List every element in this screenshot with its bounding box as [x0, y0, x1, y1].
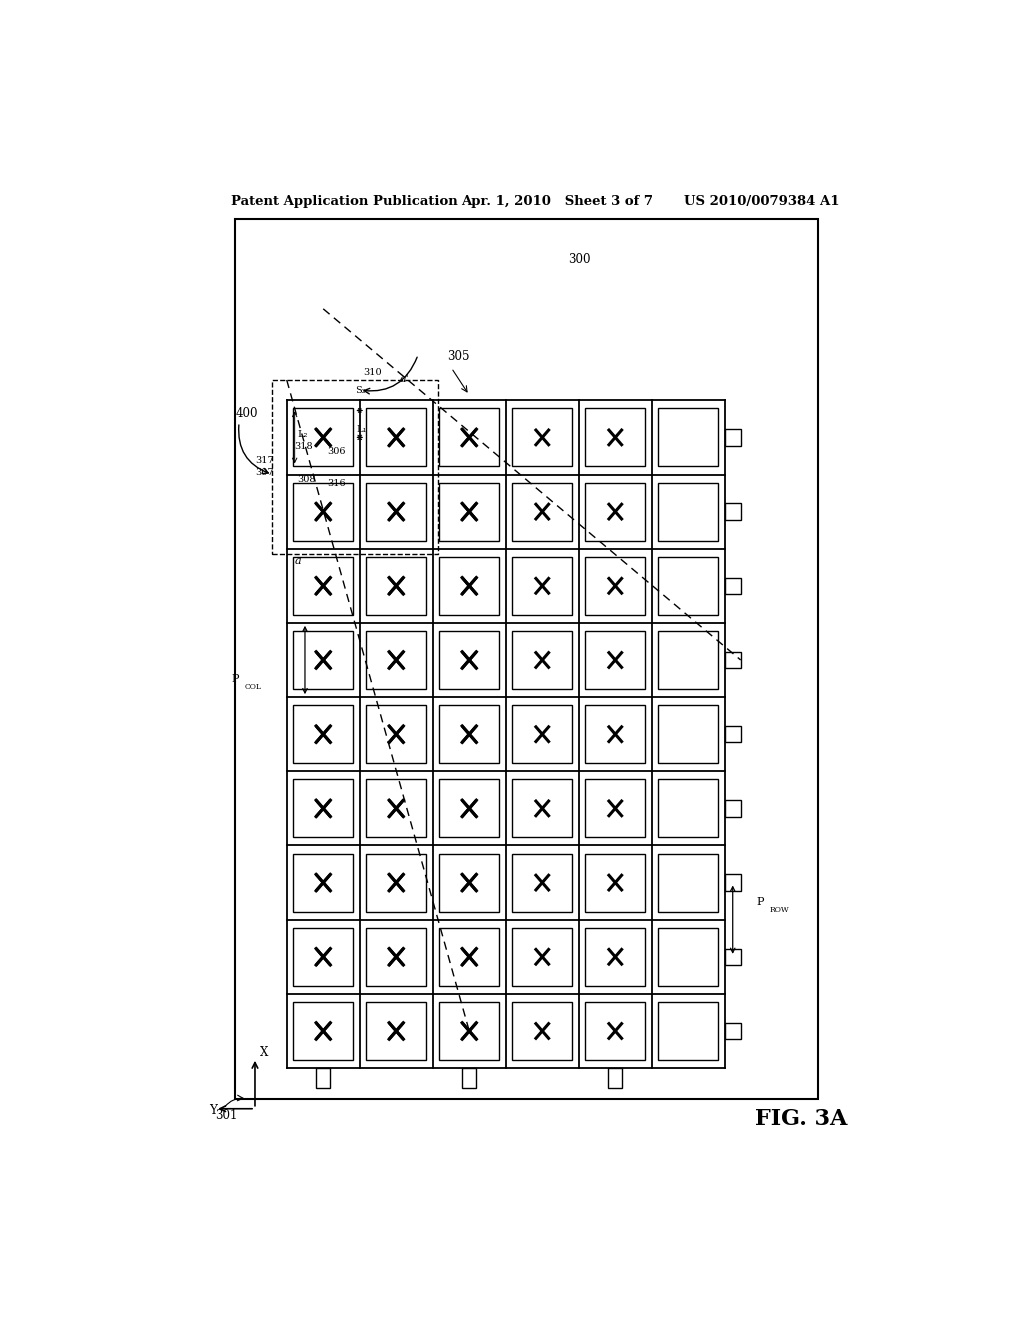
Bar — [585, 483, 645, 541]
Bar — [585, 1002, 645, 1060]
Bar — [512, 631, 572, 689]
Bar — [725, 429, 740, 446]
Text: 316: 316 — [327, 479, 345, 487]
Bar — [293, 779, 353, 837]
Text: S₂: S₂ — [355, 387, 366, 395]
Text: a': a' — [400, 374, 410, 384]
Text: X: X — [260, 1045, 268, 1059]
Bar — [367, 928, 426, 986]
Bar — [725, 726, 740, 742]
Bar — [658, 1002, 719, 1060]
Bar — [512, 1002, 572, 1060]
Text: L₁: L₁ — [356, 425, 367, 434]
Bar — [658, 483, 719, 541]
Text: 301: 301 — [215, 1109, 238, 1122]
Bar — [462, 1068, 476, 1089]
Bar — [439, 408, 500, 466]
Bar — [367, 408, 426, 466]
Bar — [585, 779, 645, 837]
Bar — [725, 800, 740, 817]
Bar — [367, 1002, 426, 1060]
Bar — [439, 483, 500, 541]
Bar — [725, 503, 740, 520]
Bar — [439, 928, 500, 986]
Bar — [512, 408, 572, 466]
Bar — [658, 928, 719, 986]
Bar — [658, 408, 719, 466]
Text: 308: 308 — [298, 475, 316, 484]
Bar — [658, 779, 719, 837]
Bar — [585, 408, 645, 466]
Text: 310: 310 — [362, 368, 382, 378]
Bar — [293, 705, 353, 763]
Bar — [512, 557, 572, 615]
Bar — [658, 557, 719, 615]
Bar — [658, 854, 719, 912]
Bar — [725, 652, 740, 668]
Bar — [512, 854, 572, 912]
Text: 300: 300 — [568, 253, 591, 267]
Bar — [367, 854, 426, 912]
Text: L₂: L₂ — [297, 430, 307, 440]
Bar — [367, 631, 426, 689]
Text: COL: COL — [245, 684, 261, 692]
Bar — [608, 1068, 623, 1089]
Text: Patent Application Publication: Patent Application Publication — [231, 194, 458, 207]
Text: 400: 400 — [236, 407, 258, 420]
Bar — [293, 557, 353, 615]
Bar — [658, 705, 719, 763]
Bar — [367, 483, 426, 541]
Bar — [293, 854, 353, 912]
Bar — [585, 557, 645, 615]
Bar — [293, 928, 353, 986]
Text: Apr. 1, 2010   Sheet 3 of 7: Apr. 1, 2010 Sheet 3 of 7 — [461, 194, 653, 207]
Bar — [585, 854, 645, 912]
Text: 317: 317 — [255, 457, 273, 466]
Text: a: a — [295, 556, 301, 565]
Text: 307: 307 — [255, 467, 273, 477]
Text: 318: 318 — [295, 441, 313, 450]
Bar — [439, 557, 500, 615]
Text: Y: Y — [209, 1104, 217, 1117]
Bar — [236, 219, 818, 1098]
Bar — [512, 705, 572, 763]
Bar — [725, 578, 740, 594]
Bar — [439, 1002, 500, 1060]
Bar — [585, 705, 645, 763]
Bar — [439, 854, 500, 912]
Bar — [293, 408, 353, 466]
Bar — [512, 928, 572, 986]
Bar — [658, 631, 719, 689]
Text: P: P — [757, 896, 764, 907]
Bar — [293, 1002, 353, 1060]
Bar — [585, 928, 645, 986]
Bar — [439, 705, 500, 763]
Text: ROW: ROW — [770, 906, 790, 913]
Text: P: P — [231, 675, 239, 684]
Text: 306: 306 — [327, 446, 345, 455]
Bar — [725, 874, 740, 891]
Text: US 2010/0079384 A1: US 2010/0079384 A1 — [684, 194, 839, 207]
Bar — [439, 631, 500, 689]
Text: 305: 305 — [447, 350, 470, 363]
Bar — [725, 949, 740, 965]
Bar — [293, 483, 353, 541]
Bar — [512, 483, 572, 541]
Bar — [725, 1023, 740, 1039]
Bar — [367, 705, 426, 763]
Bar — [272, 380, 438, 554]
Bar — [367, 779, 426, 837]
Bar — [367, 557, 426, 615]
Bar — [293, 631, 353, 689]
Text: FIG. 3A: FIG. 3A — [755, 1107, 847, 1130]
Bar — [585, 631, 645, 689]
Bar — [512, 779, 572, 837]
Bar — [439, 779, 500, 837]
Bar — [316, 1068, 331, 1089]
